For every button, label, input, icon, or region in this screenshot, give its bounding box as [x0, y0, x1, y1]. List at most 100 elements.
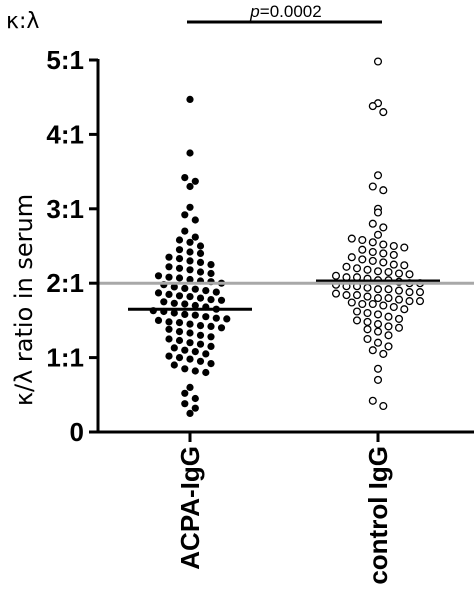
data-point: [352, 316, 362, 325]
data-point: [191, 348, 199, 356]
data-point: [217, 324, 226, 332]
data-point: [217, 296, 226, 304]
corner-ratio-label: κ:λ: [6, 9, 39, 34]
data-point: [223, 315, 231, 323]
median-lines: [128, 279, 440, 311]
data-point: [373, 267, 383, 276]
data-point: [394, 269, 404, 278]
data-point: [207, 296, 215, 304]
data-point: [186, 203, 194, 211]
data-point: [389, 302, 398, 312]
data-point: [181, 389, 189, 397]
data-points: [149, 57, 425, 417]
data-point: [207, 261, 215, 269]
data-point: [175, 292, 184, 300]
data-point: [373, 57, 383, 66]
data-point: [186, 95, 194, 103]
data-point: [212, 314, 220, 322]
data-point: [373, 230, 383, 239]
y-tick-label: 3:1: [46, 194, 84, 224]
data-point: [186, 275, 194, 284]
data-point: [170, 283, 178, 291]
data-point: [175, 255, 184, 263]
data-point: [175, 319, 184, 327]
data-point: [186, 339, 194, 347]
data-point: [389, 260, 398, 269]
data-point: [165, 318, 173, 326]
data-point: [363, 325, 372, 334]
data-point: [175, 328, 184, 336]
data-point: [186, 182, 194, 191]
data-point: [363, 292, 372, 301]
data-point: [368, 346, 377, 355]
data-point: [181, 174, 189, 182]
data-point: [373, 310, 383, 319]
data-point: [196, 258, 205, 266]
data-point: [175, 336, 184, 345]
data-point: [347, 253, 356, 262]
data-point: [196, 322, 205, 330]
data-point: [373, 208, 383, 217]
data-point: [186, 293, 194, 301]
data-point: [368, 219, 377, 228]
data-point: [358, 299, 367, 309]
x-category-label: ACPA-IgG: [175, 446, 205, 570]
data-point: [384, 322, 393, 331]
data-point: [181, 211, 189, 219]
data-point: [368, 396, 377, 405]
data-point: [368, 247, 377, 257]
data-point: [181, 346, 189, 354]
data-point: [165, 352, 173, 360]
data-point: [175, 236, 184, 244]
data-point: [191, 311, 199, 319]
y-tick-label: 5:1: [46, 45, 84, 75]
data-point: [165, 335, 173, 343]
data-point: [165, 263, 173, 271]
data-point: [373, 171, 383, 180]
data-point: [196, 249, 205, 257]
data-point: [389, 241, 398, 251]
data-point: [342, 262, 351, 271]
data-point: [384, 285, 393, 294]
data-point: [400, 305, 409, 314]
p-value-label: p=0.0002: [249, 2, 321, 21]
data-point: [170, 344, 178, 352]
data-point: [165, 273, 173, 281]
data-point: [191, 216, 199, 224]
data-point: [373, 294, 383, 303]
data-point: [363, 308, 372, 318]
data-point: [191, 404, 199, 412]
data-point: [207, 360, 215, 368]
data-point: [170, 309, 178, 317]
data-point: [363, 334, 372, 344]
data-point: [379, 401, 388, 411]
data-point: [165, 290, 173, 298]
data-point: [379, 349, 388, 358]
data-point: [400, 243, 409, 252]
data-point: [352, 307, 362, 316]
data-point: [175, 274, 184, 282]
data-point: [165, 325, 173, 333]
data-point: [160, 298, 168, 306]
data-point: [186, 266, 194, 274]
data-point: [154, 289, 163, 297]
data-point: [394, 295, 404, 304]
data-point: [347, 298, 356, 307]
data-point: [379, 223, 388, 232]
data-point: [191, 285, 199, 293]
data-point: [186, 355, 194, 363]
data-point: [373, 375, 383, 384]
data-point: [384, 342, 393, 351]
data-point: [196, 294, 205, 302]
data-point: [400, 261, 409, 270]
data-point: [384, 267, 393, 277]
x-category-label: control IgG: [363, 446, 393, 585]
data-point: [202, 287, 210, 295]
y-tick-label: 4:1: [46, 119, 84, 149]
data-point: [405, 270, 414, 279]
data-point: [186, 320, 194, 328]
data-point: [196, 268, 205, 276]
y-tick-label: 0: [70, 417, 84, 447]
data-point: [368, 299, 377, 309]
